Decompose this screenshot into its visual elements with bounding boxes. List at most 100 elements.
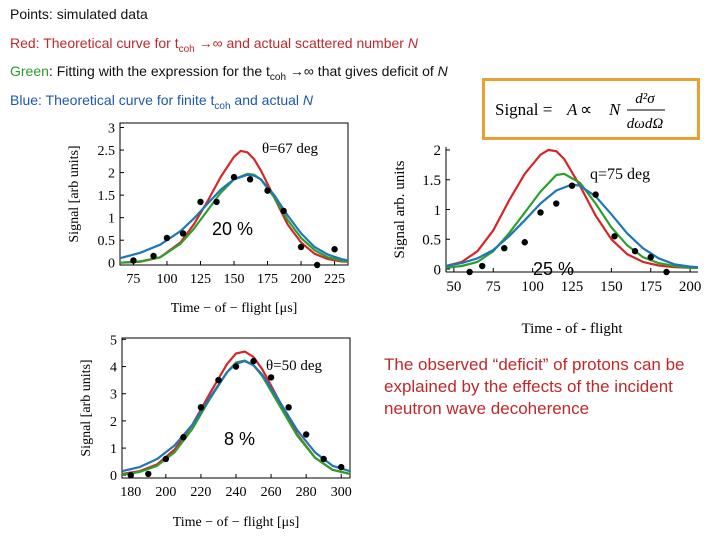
blue-variable: N — [302, 92, 314, 108]
x-tick-label: 75 — [126, 272, 140, 287]
data-point — [521, 239, 528, 246]
data-point — [331, 246, 338, 253]
green-label: Green — [10, 63, 49, 79]
deficit-label: 20 % — [212, 219, 253, 239]
formula-proportional: ∝ — [580, 100, 592, 119]
data-point — [127, 472, 134, 479]
y-axis-label: Signal [arb units] — [67, 145, 82, 242]
green-description-part2: →∞ that gives deficit of — [286, 63, 438, 79]
angle-label: q=75 deg — [590, 166, 650, 183]
x-tick-label: 100 — [156, 272, 177, 287]
y-tick-label: 5 — [110, 333, 117, 348]
formula-box: Signal = A ∝ N d²σ dωdΩ — [482, 78, 700, 140]
y-tick-label: 2.5 — [98, 144, 116, 159]
y-tick-label: 1 — [108, 212, 115, 227]
blue-description-part1: : Theoretical curve for finite t — [38, 92, 215, 108]
y-tick-label: 1 — [110, 442, 117, 457]
data-point — [179, 230, 187, 237]
data-point — [232, 363, 240, 370]
green-description-part1: : Fitting with the expression for the t — [48, 63, 270, 79]
series-line-finite — [445, 183, 699, 269]
data-point — [320, 455, 327, 463]
deficit-label: 8 % — [224, 429, 255, 449]
x-tick-label: 280 — [296, 485, 317, 500]
data-point — [663, 268, 670, 276]
x-tick-label: 200 — [155, 485, 176, 500]
x-axis-label: Time − of − flight [μs] — [173, 515, 300, 530]
y-tick-label: 3 — [108, 121, 115, 136]
y-tick-label: 1 — [434, 203, 442, 219]
y-tick-label: 2 — [434, 143, 442, 159]
data-point — [280, 207, 287, 215]
series-line-fit — [445, 172, 698, 269]
series-line-theoretical — [445, 148, 698, 269]
x-tick-label: 200 — [291, 272, 312, 287]
blue-label: Blue — [10, 92, 39, 108]
x-tick-label: 220 — [190, 485, 211, 500]
data-point — [180, 434, 187, 441]
data-point — [264, 187, 271, 194]
data-point — [501, 244, 508, 252]
x-tick-label: 175 — [640, 279, 663, 295]
chart-50-deg: 180 200 220 240 260 280 300 0 1 2 3 4 5 θ=50 deg 8 % Ti… — [79, 333, 352, 530]
legend-line-blue: Blue: Theoretical curve for finite tcoh … — [10, 92, 313, 112]
angle-label: θ=67 deg — [262, 141, 319, 157]
x-tick-label: 150 — [600, 279, 623, 295]
data-point — [250, 357, 257, 365]
formula-lhs: Signal = — [495, 100, 552, 119]
x-tick-label: 125 — [561, 279, 584, 295]
series-line-fit — [121, 359, 351, 476]
data-point — [537, 209, 544, 216]
x-axis-label: Time - of - flight — [521, 321, 623, 337]
y-tick-label: 4 — [110, 360, 117, 375]
chart-75-deg: 50 75 100 125 150 175 200 0 0.5 1 1.5 2 q=75 deg 25 %… — [392, 143, 701, 337]
x-tick-label: 50 — [446, 279, 461, 295]
legend-line-red: Red: Theoretical curve for tcoh →∞ and a… — [10, 35, 418, 55]
x-tick-label: 175 — [257, 272, 278, 287]
x-tick-label: 260 — [261, 485, 282, 500]
red-variable: N — [407, 35, 418, 51]
data-point — [568, 182, 576, 189]
legend-line-points: Points: simulated data — [10, 6, 148, 22]
formula-N: N — [608, 100, 622, 119]
points-label: Points — [10, 6, 49, 22]
angle-label: θ=50 deg — [266, 358, 323, 374]
formula-svg: Signal = A ∝ N d²σ dωdΩ — [495, 91, 665, 132]
data-point — [246, 176, 254, 183]
data-point — [592, 191, 599, 198]
series-line-finite — [119, 173, 349, 262]
data-point — [466, 268, 473, 276]
green-subscript: coh — [269, 71, 287, 83]
green-variable: N — [437, 63, 448, 79]
x-axis-label: Time − of − flight [μs] — [171, 301, 298, 316]
data-point — [479, 262, 486, 270]
y-axis-label: Signal arb. units — [392, 160, 408, 258]
data-point — [297, 243, 305, 251]
y-tick-label: 0.5 — [98, 234, 116, 249]
data-point — [213, 198, 220, 206]
red-description-part1: : Theoretical curve for t — [35, 35, 179, 51]
y-axis-label: Signal [arb units] — [79, 359, 94, 456]
x-tick-label: 100 — [521, 279, 544, 295]
data-point — [150, 252, 157, 260]
formula-numerator: d²σ — [635, 91, 655, 107]
data-point — [647, 253, 654, 261]
data-point — [285, 404, 292, 411]
y-tick-label: 0 — [434, 262, 442, 278]
data-point — [163, 234, 171, 242]
series-line-finite — [121, 360, 351, 473]
x-tick-label: 125 — [190, 272, 211, 287]
x-tick-label: 180 — [120, 485, 141, 500]
x-tick-label: 225 — [324, 272, 345, 287]
deficit-label: 25 % — [533, 259, 574, 279]
data-point — [145, 470, 152, 478]
x-tick-label: 75 — [486, 279, 501, 295]
data-point — [313, 261, 321, 269]
y-tick-label: 0 — [108, 257, 115, 272]
x-tick-label: 300 — [331, 485, 352, 500]
points-description: : simulated data — [48, 6, 148, 22]
formula-A: A — [566, 100, 578, 119]
data-point — [302, 431, 310, 438]
red-description-part2: →∞ and actual scattered number — [194, 35, 408, 51]
